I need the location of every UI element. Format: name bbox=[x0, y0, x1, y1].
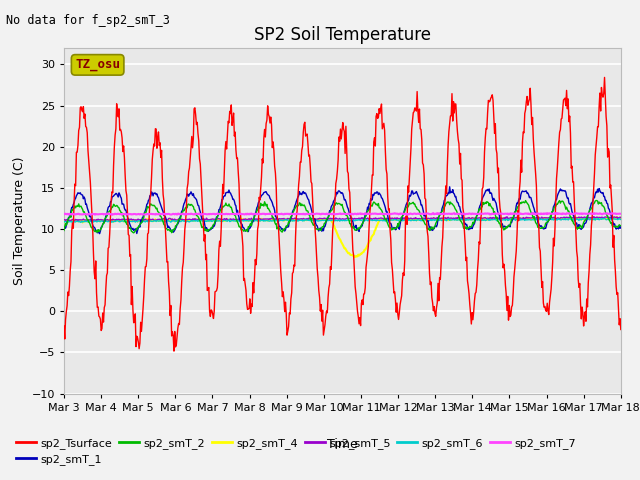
sp2_smT_1 bbox=[185, 193, 193, 199]
sp2_smT_4 bbox=[351, 254, 358, 260]
sp2_smT_5 bbox=[584, 213, 591, 219]
Title: SP2 Soil Temperature: SP2 Soil Temperature bbox=[254, 25, 431, 44]
sp2_smT_7 bbox=[70, 212, 78, 217]
sp2_smT_4 bbox=[60, 219, 68, 225]
sp2_smT_5 bbox=[128, 217, 136, 223]
Line: sp2_Tsurface: sp2_Tsurface bbox=[64, 77, 621, 351]
Line: sp2_smT_4: sp2_smT_4 bbox=[64, 217, 621, 257]
sp2_smT_4 bbox=[411, 216, 419, 222]
sp2_smT_5 bbox=[617, 215, 625, 220]
sp2_smT_6 bbox=[185, 219, 193, 225]
Line: sp2_smT_7: sp2_smT_7 bbox=[64, 213, 621, 215]
sp2_smT_7 bbox=[411, 211, 419, 216]
Line: sp2_smT_1: sp2_smT_1 bbox=[64, 187, 621, 234]
sp2_smT_5 bbox=[185, 216, 193, 222]
sp2_smT_7 bbox=[185, 211, 193, 216]
sp2_smT_4 bbox=[184, 217, 192, 223]
sp2_smT_6 bbox=[60, 219, 68, 225]
sp2_smT_7 bbox=[214, 211, 222, 216]
sp2_smT_2 bbox=[617, 223, 625, 228]
sp2_smT_5 bbox=[411, 216, 419, 222]
sp2_smT_7 bbox=[60, 211, 68, 217]
X-axis label: Time: Time bbox=[327, 438, 358, 451]
sp2_smT_1 bbox=[428, 227, 435, 233]
sp2_smT_2 bbox=[70, 205, 78, 211]
sp2_smT_6 bbox=[411, 217, 419, 223]
sp2_smT_6 bbox=[428, 216, 435, 222]
Text: No data for f_sp2_smT_3: No data for f_sp2_smT_3 bbox=[6, 14, 170, 27]
sp2_smT_1 bbox=[60, 226, 68, 232]
Line: sp2_smT_6: sp2_smT_6 bbox=[64, 218, 621, 222]
sp2_Tsurface bbox=[60, 323, 68, 329]
sp2_smT_2 bbox=[593, 198, 600, 204]
sp2_smT_7 bbox=[529, 210, 537, 216]
sp2_smT_6 bbox=[71, 219, 79, 225]
sp2_smT_5 bbox=[71, 217, 79, 223]
sp2_Tsurface bbox=[411, 105, 419, 111]
sp2_smT_4 bbox=[428, 216, 435, 222]
sp2_Tsurface bbox=[70, 200, 78, 205]
sp2_Tsurface bbox=[428, 279, 435, 285]
sp2_smT_7 bbox=[118, 212, 126, 218]
sp2_smT_4 bbox=[70, 217, 78, 223]
sp2_smT_1 bbox=[617, 224, 625, 230]
sp2_smT_1 bbox=[411, 191, 419, 196]
sp2_smT_5 bbox=[428, 215, 435, 221]
sp2_smT_6 bbox=[128, 219, 136, 225]
Text: TZ_osu: TZ_osu bbox=[75, 59, 120, 72]
sp2_Tsurface bbox=[601, 74, 609, 80]
sp2_smT_2 bbox=[130, 230, 138, 236]
sp2_smT_7 bbox=[617, 211, 625, 216]
sp2_smT_1 bbox=[214, 213, 222, 218]
sp2_Tsurface bbox=[185, 169, 193, 175]
sp2_smT_5 bbox=[70, 218, 78, 224]
sp2_smT_2 bbox=[60, 228, 68, 233]
sp2_smT_4 bbox=[127, 218, 135, 224]
sp2_smT_2 bbox=[127, 228, 135, 234]
sp2_smT_5 bbox=[60, 217, 68, 223]
sp2_smT_6 bbox=[214, 218, 222, 224]
sp2_Tsurface bbox=[214, 271, 222, 277]
sp2_smT_2 bbox=[214, 212, 222, 218]
sp2_smT_2 bbox=[185, 201, 193, 207]
sp2_Tsurface bbox=[170, 348, 178, 354]
sp2_Tsurface bbox=[617, 326, 625, 332]
sp2_smT_6 bbox=[63, 219, 71, 225]
sp2_smT_7 bbox=[128, 211, 136, 217]
sp2_smT_6 bbox=[617, 216, 625, 222]
sp2_smT_5 bbox=[214, 216, 222, 221]
Line: sp2_smT_2: sp2_smT_2 bbox=[64, 201, 621, 233]
sp2_smT_4 bbox=[613, 214, 621, 220]
sp2_smT_1 bbox=[446, 184, 454, 190]
sp2_smT_4 bbox=[617, 215, 625, 220]
Legend: sp2_Tsurface, sp2_smT_1, sp2_smT_2, sp2_smT_4, sp2_smT_5, sp2_smT_6, sp2_smT_7: sp2_Tsurface, sp2_smT_1, sp2_smT_2, sp2_… bbox=[12, 433, 580, 469]
sp2_smT_6 bbox=[600, 216, 607, 221]
sp2_smT_1 bbox=[70, 200, 78, 205]
sp2_smT_1 bbox=[96, 231, 104, 237]
Y-axis label: Soil Temperature (C): Soil Temperature (C) bbox=[13, 156, 26, 285]
sp2_smT_1 bbox=[128, 226, 136, 232]
sp2_smT_4 bbox=[214, 217, 221, 223]
sp2_smT_7 bbox=[428, 211, 435, 217]
Line: sp2_smT_5: sp2_smT_5 bbox=[64, 216, 621, 221]
sp2_Tsurface bbox=[127, 302, 135, 308]
sp2_smT_2 bbox=[428, 225, 435, 231]
sp2_smT_2 bbox=[411, 201, 419, 207]
